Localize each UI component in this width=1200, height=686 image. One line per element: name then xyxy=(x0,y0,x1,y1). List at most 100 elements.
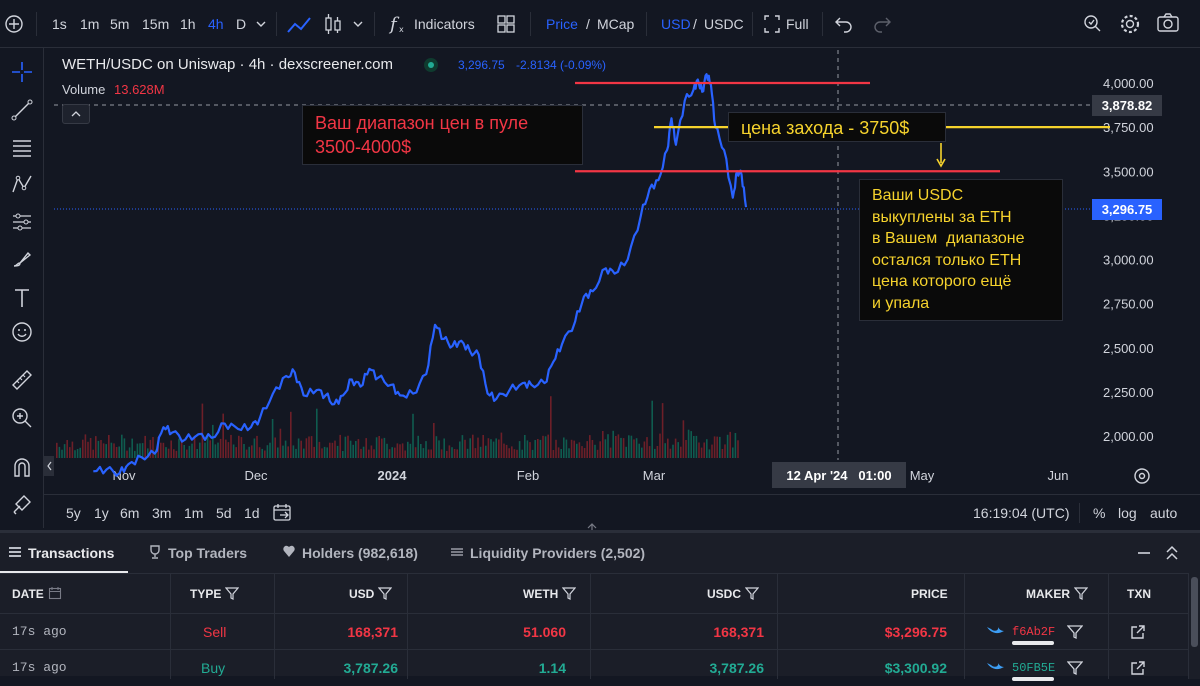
interval-dropdown-icon[interactable] xyxy=(255,0,269,48)
column-header-weth[interactable]: WETH xyxy=(523,577,577,611)
interval-1h[interactable]: 1h xyxy=(180,16,196,32)
prediction-icon[interactable] xyxy=(8,208,36,236)
range-1m[interactable]: 1m xyxy=(184,505,204,521)
candles-icon[interactable] xyxy=(322,0,346,48)
text-tool-icon[interactable] xyxy=(8,284,36,312)
crosshair-icon[interactable] xyxy=(8,58,36,86)
ruler-icon[interactable] xyxy=(8,366,36,394)
interval-1m[interactable]: 1m xyxy=(80,16,100,32)
volume-bar xyxy=(362,446,365,458)
trend-line-icon[interactable] xyxy=(8,96,36,124)
minimize-panel-icon[interactable] xyxy=(1136,543,1152,563)
log-scale-toggle[interactable]: log xyxy=(1118,505,1137,521)
undo-icon[interactable] xyxy=(834,0,854,48)
fib-retracement-icon[interactable] xyxy=(8,134,36,162)
tab-label: Top Traders xyxy=(168,545,248,561)
settings-gear-icon[interactable] xyxy=(1119,0,1141,48)
mcap-toggle[interactable]: MCap xyxy=(597,16,635,32)
volume-bar xyxy=(274,437,276,458)
cell-date: 17s ago xyxy=(12,624,67,639)
indicators-button[interactable]: Indicators xyxy=(414,16,475,32)
chart-type-dropdown-icon[interactable] xyxy=(352,0,366,48)
toolbar-collapse-icon[interactable] xyxy=(44,456,54,476)
cell-maker[interactable]: 50FB5E xyxy=(986,650,1055,686)
column-header-date[interactable]: DATE xyxy=(12,577,62,611)
quick-search-icon[interactable] xyxy=(1082,0,1102,48)
external-link-icon[interactable] xyxy=(1130,624,1146,640)
range-5y[interactable]: 5y xyxy=(66,505,81,521)
filter-icon[interactable] xyxy=(378,586,393,600)
brush-icon[interactable] xyxy=(8,246,36,274)
filter-icon[interactable] xyxy=(225,586,240,600)
tab-transactions[interactable]: Transactions xyxy=(8,533,114,573)
column-header-price[interactable]: PRICE xyxy=(911,577,948,611)
clock-time[interactable]: 16:19:04 (UTC) xyxy=(973,505,1070,521)
tab-liquidity[interactable]: Liquidity Providers (2,502) xyxy=(450,533,645,573)
lock-drawings-icon[interactable] xyxy=(8,490,36,518)
price-toggle[interactable]: Price xyxy=(546,16,578,32)
column-header-maker[interactable]: MAKER xyxy=(1026,577,1089,611)
interval-5m[interactable]: 5m xyxy=(110,16,130,32)
zoom-in-icon[interactable] xyxy=(8,404,36,432)
range-6m[interactable]: 6m xyxy=(120,505,140,521)
fullscreen-icon[interactable] xyxy=(763,0,781,48)
table-scrollbar[interactable] xyxy=(1188,573,1200,679)
column-header-usdc[interactable]: USDC xyxy=(707,577,760,611)
auto-scale-toggle[interactable]: auto xyxy=(1150,505,1178,521)
percent-scale-toggle[interactable]: % xyxy=(1093,505,1106,521)
line-chart-icon[interactable] xyxy=(286,0,312,48)
volume-bar xyxy=(737,440,739,458)
go-to-date-icon[interactable] xyxy=(272,503,294,523)
range-3m[interactable]: 3m xyxy=(152,505,172,521)
range-1y[interactable]: 1y xyxy=(94,505,109,521)
x-tick-label: Feb xyxy=(517,468,539,483)
fullscreen-button[interactable]: Full xyxy=(786,16,809,32)
usdc-toggle[interactable]: USDC xyxy=(704,16,744,32)
column-header-type[interactable]: TYPE xyxy=(190,577,240,611)
interval-d[interactable]: D xyxy=(236,16,247,32)
filter-icon[interactable] xyxy=(1066,624,1084,640)
filter-icon[interactable] xyxy=(1073,586,1089,600)
range-1d[interactable]: 1d xyxy=(244,505,260,521)
column-header-txn[interactable]: TXN xyxy=(1127,577,1151,611)
filter-icon[interactable] xyxy=(562,586,577,600)
table-row[interactable]: 17s ago Buy 3,787.26 1.14 3,787.26 $3,300.92 5… xyxy=(0,649,1188,685)
usd-toggle[interactable]: USD xyxy=(661,16,691,32)
cell-date: 17s ago xyxy=(12,660,67,675)
tab-holders[interactable]: Holders (982,618) xyxy=(282,533,418,573)
magnet-icon[interactable] xyxy=(8,454,36,482)
volume-bars xyxy=(56,396,739,458)
camera-icon[interactable] xyxy=(1156,0,1180,48)
volume-bar xyxy=(602,431,604,458)
active-tab-underline xyxy=(0,571,128,573)
tab-top[interactable]: Top Traders xyxy=(148,533,247,573)
pattern-icon[interactable] xyxy=(8,170,36,198)
redo-icon[interactable] xyxy=(872,0,892,48)
volume-bar xyxy=(674,438,677,458)
interval-15m[interactable]: 15m xyxy=(142,16,170,32)
layout-grid-icon[interactable] xyxy=(496,0,516,48)
cell-maker[interactable]: f6Ab2F xyxy=(986,614,1055,650)
external-link-icon[interactable] xyxy=(1130,660,1146,676)
range-5d[interactable]: 5d xyxy=(216,505,232,521)
expand-panel-icon[interactable] xyxy=(1164,541,1180,565)
filter-icon[interactable] xyxy=(1066,660,1084,676)
calendar-icon[interactable] xyxy=(48,586,62,600)
filter-icon[interactable] xyxy=(744,586,760,600)
volume-bar xyxy=(474,448,477,458)
volume-bar xyxy=(659,433,661,458)
table-row[interactable]: 17s ago Sell 168,371 51.060 168,371 $3,296.75… xyxy=(0,613,1188,649)
interval-1s[interactable]: 1s xyxy=(52,16,67,32)
emoji-icon[interactable] xyxy=(8,318,36,346)
add-symbol-icon[interactable] xyxy=(4,0,24,48)
volume-bar xyxy=(173,449,175,458)
volume-bar xyxy=(308,436,310,458)
reset-chart-icon[interactable] xyxy=(1134,468,1150,484)
interval-4h[interactable]: 4h xyxy=(208,16,224,32)
volume-bar xyxy=(503,443,505,458)
column-header-usd[interactable]: USD xyxy=(349,577,393,611)
collapse-legend-icon[interactable] xyxy=(62,104,90,124)
volume-bar xyxy=(63,444,66,458)
volume-bar xyxy=(448,445,451,458)
